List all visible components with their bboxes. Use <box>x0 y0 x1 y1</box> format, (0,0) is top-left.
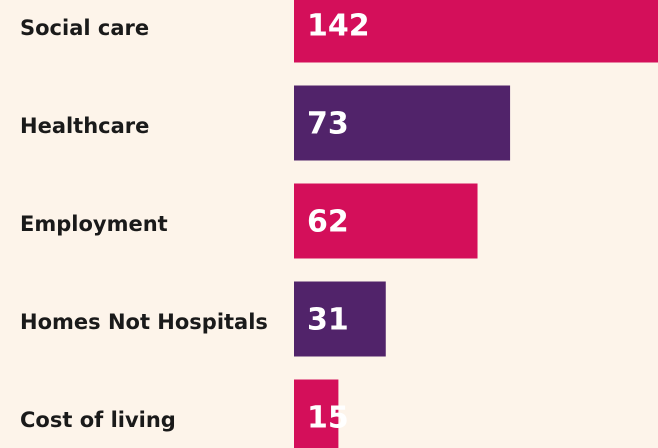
value-label: 31 <box>307 303 349 338</box>
bar <box>294 0 658 63</box>
category-label: Homes Not Hospitals <box>20 310 268 334</box>
category-label: Employment <box>20 212 168 236</box>
category-label: Social care <box>20 16 149 40</box>
bar <box>294 281 386 357</box>
value-label: 62 <box>307 205 349 240</box>
value-label: 142 <box>307 9 370 44</box>
bar <box>294 183 478 259</box>
bar <box>294 85 511 161</box>
value-label: 15 <box>307 401 349 436</box>
category-label: Healthcare <box>20 114 149 138</box>
category-label: Cost of living <box>20 408 176 432</box>
value-label: 73 <box>307 107 349 142</box>
bar <box>294 379 339 448</box>
